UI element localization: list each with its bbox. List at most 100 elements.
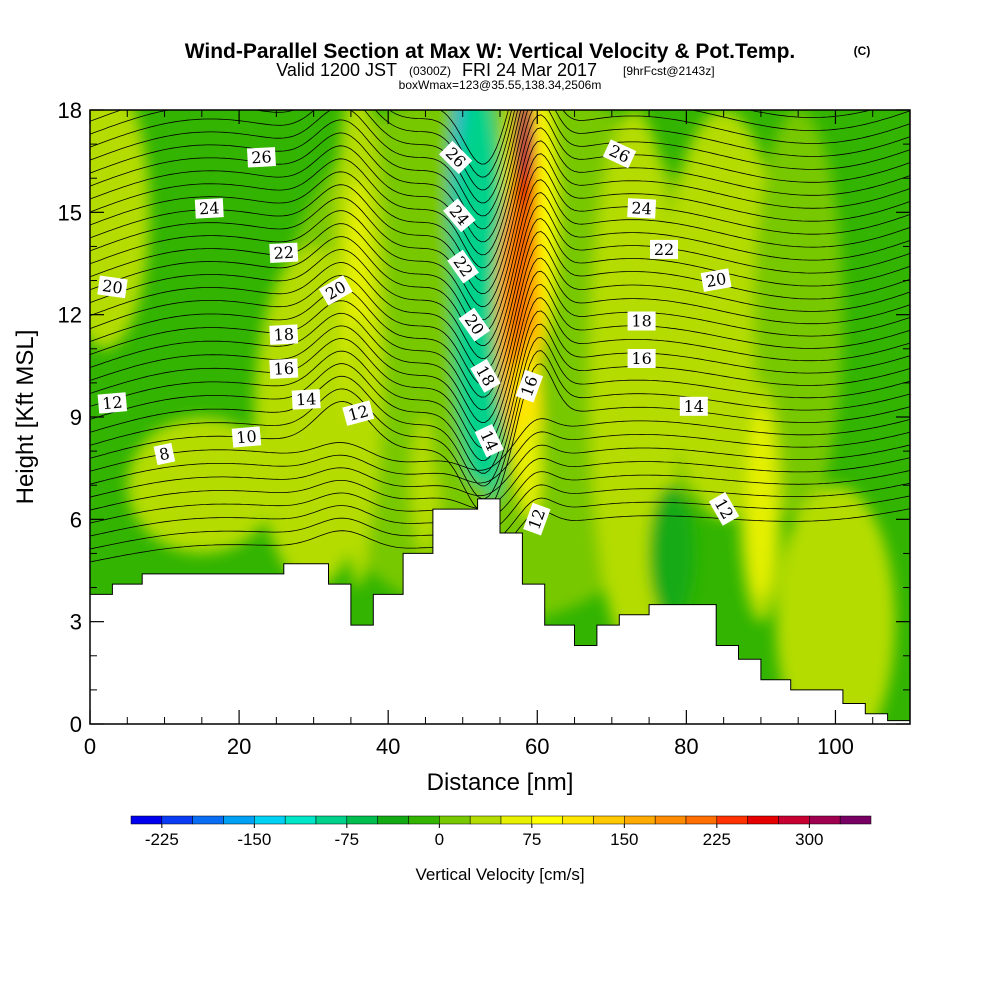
colorbar-swatch — [654, 815, 687, 825]
contour-label-bg — [470, 358, 501, 393]
velocity-cell — [451, 110, 504, 486]
contour-label-bg — [474, 423, 504, 458]
theta-contour-line — [90, 114, 910, 269]
chart-title: Wind-Parallel Section at Max W: Vertical… — [185, 40, 796, 63]
contour-label-bg — [194, 198, 224, 219]
theta-contour-line — [90, 218, 910, 372]
colorbar-swatch — [469, 815, 502, 825]
theta-contour-line — [90, 110, 512, 178]
contour-label-bg — [515, 369, 544, 403]
contour-label: 14 — [679, 396, 708, 416]
theta-contour-line — [90, 257, 910, 411]
valid-time-utc: (0300Z) — [409, 64, 451, 78]
contour-label-bg — [231, 426, 262, 448]
colorbar-swatch — [809, 815, 841, 825]
contour-label: 24 — [443, 198, 476, 233]
contour-label: 24 — [194, 198, 224, 219]
theta-contour-line — [90, 205, 910, 359]
contour-label: 20 — [97, 275, 128, 299]
contour-label-text: 12 — [101, 393, 123, 414]
contour-label-bg — [97, 392, 128, 414]
contour-label: 26 — [246, 147, 276, 168]
contour-label: 12 — [97, 392, 128, 414]
contour-label-bg — [650, 239, 678, 259]
contour-label-text: 22 — [654, 240, 674, 259]
colorbar-swatch — [531, 815, 563, 825]
contour-label: 10 — [231, 426, 262, 448]
theta-contour-line — [90, 336, 910, 487]
theta-contour-line — [90, 110, 873, 204]
colorbar: -225 -150 -75 0 75 150 225 300 — [130, 815, 872, 849]
contour-label-bg — [246, 147, 276, 168]
contour-label-bg — [627, 198, 657, 219]
y-tick-label: 3 — [70, 610, 82, 635]
x-tick-label: 20 — [227, 734, 251, 759]
colorbar-swatch — [161, 815, 193, 825]
colorbar-swatch — [377, 815, 409, 825]
contour-label: 16 — [515, 369, 544, 403]
colorbar-swatch — [624, 815, 656, 825]
x-axis: 0 20 40 60 80 100 — [84, 110, 874, 759]
contour-label: 8 — [153, 442, 176, 466]
y-tick-label: 0 — [70, 712, 82, 737]
contour-label-text: 14 — [296, 389, 317, 409]
colorbar-swatch — [254, 815, 286, 825]
copyright-mark: (C) — [854, 44, 871, 58]
theta-contour-line — [90, 270, 910, 423]
contour-label: 16 — [627, 349, 656, 368]
contour-label-bg — [97, 275, 128, 299]
colorbar-swatch — [778, 815, 810, 825]
contour-label-text: 22 — [273, 243, 294, 263]
theta-contour-line — [90, 110, 910, 243]
forecast-info: [9hrFcst@2143z] — [623, 64, 715, 78]
contour-label-bg — [269, 242, 299, 264]
contour-label-text: 24 — [199, 198, 220, 218]
contour-label-text: 16 — [631, 349, 651, 368]
contour-label-bg — [627, 349, 656, 368]
contour-label: 18 — [627, 311, 656, 331]
velocity-cell — [517, 110, 531, 179]
x-tick-label: 100 — [817, 734, 854, 759]
colorbar-swatch — [500, 815, 533, 825]
theta-contour-line — [90, 363, 910, 512]
velocity-cell — [649, 485, 694, 622]
theta-contour-line — [90, 140, 910, 295]
contour-label-text: 8 — [157, 444, 171, 465]
colorbar-swatch — [716, 815, 748, 825]
contour-label-bg — [627, 311, 656, 331]
colorbar-swatch — [315, 815, 348, 825]
colorbar-tick-label: 225 — [703, 830, 731, 849]
contour-label-text: 24 — [631, 198, 652, 218]
theta-contours — [90, 110, 910, 563]
contour-label-bg — [318, 275, 353, 306]
theta-contour-line — [90, 153, 910, 308]
contour-label: 18 — [269, 324, 299, 345]
theta-contour-line — [90, 244, 910, 398]
contour-label-text: 18 — [273, 325, 294, 345]
colorbar-swatch — [439, 815, 471, 825]
y-axis: 0 3 6 9 12 15 18 — [58, 98, 910, 737]
contour-label: 12 — [342, 400, 375, 426]
colorbar-swatch — [839, 815, 872, 825]
contour-label-bg — [602, 139, 637, 169]
x-tick-label: 0 — [84, 734, 96, 759]
theta-contour-line — [90, 310, 910, 462]
colorbar-tick-label: -225 — [145, 830, 179, 849]
theta-contour-line — [90, 110, 910, 230]
theta-contour-line — [90, 350, 910, 499]
contour-label: 24 — [627, 198, 657, 219]
contour-label-bg — [447, 249, 479, 284]
contour-label-bg — [443, 198, 476, 233]
contour-label-text: 26 — [251, 147, 272, 167]
contour-label-text: 12 — [346, 401, 371, 425]
contour-label-text: 14 — [684, 397, 704, 416]
contour-label-text: 20 — [101, 276, 124, 298]
contour-label: 14 — [291, 389, 321, 410]
colorbar-tick-label: -150 — [237, 830, 271, 849]
contour-label-bg — [342, 400, 375, 426]
contour-label: 22 — [269, 242, 299, 264]
colorbar-swatch — [346, 815, 378, 825]
y-axis-label: Height [Kft MSL] — [12, 330, 39, 505]
